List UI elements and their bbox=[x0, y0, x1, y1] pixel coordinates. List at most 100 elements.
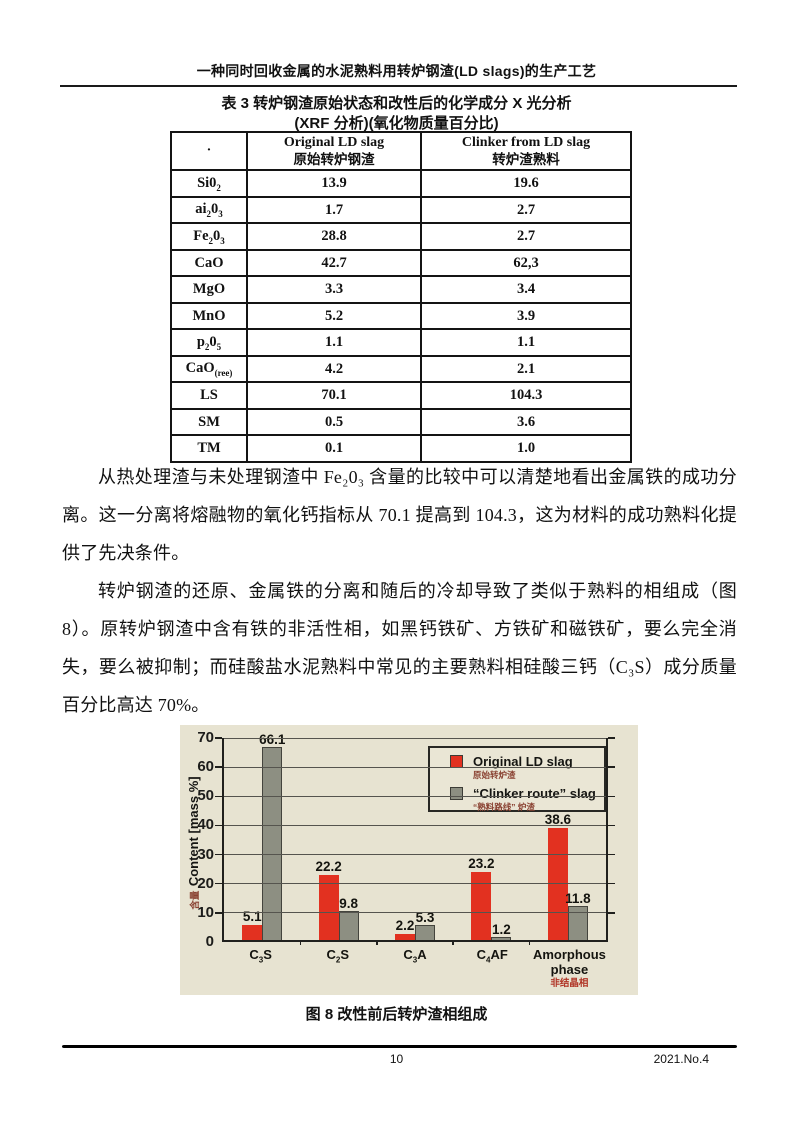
category-label: C2S bbox=[326, 947, 350, 965]
bar-value-label: 5.3 bbox=[415, 909, 435, 925]
cell-value: 2.1 bbox=[420, 354, 632, 384]
page-number: 10 bbox=[389, 1052, 404, 1066]
category-label: C3S bbox=[249, 947, 272, 965]
x-axis-labels: C3S C2S C3A C4AF Amorphous phase 非结晶相 bbox=[222, 947, 608, 990]
bar-original: 5.1 bbox=[242, 909, 263, 940]
figure-caption: 图 8 改性前后转炉渣相组成 bbox=[305, 1006, 488, 1023]
cell-value: 1.0 bbox=[420, 434, 632, 463]
paragraph-2: 转炉钢渣的还原、金属铁的分离和随后的冷却导致了类似于熟料的相组成（图8）。原转炉… bbox=[62, 581, 737, 715]
bar-value-label: 66.1 bbox=[259, 732, 286, 748]
cell-value: 3.4 bbox=[420, 275, 632, 304]
table-row: CaO(ree) 4.2 2.1 bbox=[170, 354, 632, 384]
bar-value-label: 23.2 bbox=[468, 856, 495, 872]
row-label: CaO bbox=[170, 248, 248, 278]
category-label: C3A bbox=[403, 947, 427, 965]
row-label: p205 bbox=[170, 328, 248, 357]
y-tick-right bbox=[608, 882, 615, 885]
cell-value: 70.1 bbox=[246, 381, 422, 410]
bar-clinker: 9.8 bbox=[338, 896, 359, 940]
col-header-clinker-zh: 转炉渣熟料 bbox=[492, 151, 560, 167]
bar-group: 5.1 66.1 bbox=[224, 732, 300, 940]
gridline bbox=[224, 737, 606, 739]
table-header-row: · Original LD slag 原始转炉钢渣 Clinker from L… bbox=[170, 130, 632, 172]
bar-group: 2.2 5.3 bbox=[376, 738, 453, 945]
bar-original: 2.2 bbox=[395, 918, 416, 940]
table-caption-line1: 表 3 转炉钢渣原始状态和改性后的化学成分 X 光分析 bbox=[221, 95, 572, 112]
cell-value: 1.1 bbox=[246, 328, 422, 357]
figure-8-bar-chart: 含量 Content [mass %] 5.1 66.1 22.2 9.8 2.2 5.3… bbox=[180, 725, 638, 995]
row-label: SM bbox=[170, 407, 248, 437]
table-row: ai203 1.7 2.7 bbox=[170, 195, 632, 225]
y-tick-label: 0 bbox=[205, 933, 214, 950]
cell-value: 4.2 bbox=[246, 354, 422, 384]
bar-value-label: 22.2 bbox=[315, 859, 342, 875]
y-tick-right bbox=[608, 766, 615, 768]
bar-value-label: 1.2 bbox=[492, 921, 511, 937]
y-tick-left bbox=[215, 824, 222, 827]
col-header-clinker: Clinker from LD slag 转炉渣熟料 bbox=[420, 130, 632, 172]
bar-value-label: 2.2 bbox=[395, 917, 415, 933]
row-label: MnO bbox=[170, 301, 248, 331]
legend-item: “Clinker route” slag “熟料路线” 炉渣 bbox=[450, 786, 604, 813]
row-label: CaO(ree) bbox=[170, 354, 248, 384]
bar-clinker: 66.1 bbox=[259, 732, 285, 940]
y-tick-label: 20 bbox=[197, 874, 214, 892]
x-tick bbox=[376, 940, 378, 945]
category-label: C4AF bbox=[476, 947, 508, 965]
cell-value: 1.7 bbox=[246, 195, 422, 225]
table-body: Si02 13.9 19.6 ai203 1.7 2.7 Fe203 28.8 2.7 CaO 42… bbox=[170, 169, 632, 463]
bar-clinker: 1.2 bbox=[491, 922, 512, 940]
chart-legend: Original LD slag 原始转炉渣 “Clinker route” sla… bbox=[428, 746, 606, 812]
bar-clinker: 11.8 bbox=[565, 891, 591, 940]
x-tick bbox=[528, 940, 531, 945]
y-tick-label: 70 bbox=[197, 729, 214, 746]
row-label: TM bbox=[170, 434, 248, 463]
cell-value: 0.5 bbox=[246, 407, 422, 437]
row-label: MgO bbox=[170, 275, 248, 304]
table-row: MnO 5.2 3.9 bbox=[170, 301, 632, 331]
cell-value: 5.2 bbox=[246, 301, 422, 331]
y-tick-label: 30 bbox=[197, 845, 214, 863]
legend-entry-row: “Clinker route” slag bbox=[450, 786, 604, 801]
col-header-clinker-en: Clinker from LD slag bbox=[461, 135, 591, 150]
bar-original: 22.2 bbox=[315, 859, 342, 940]
legend-entry-name: Original LD slag bbox=[473, 754, 573, 769]
cell-value: 28.8 bbox=[246, 222, 422, 251]
row-label: ai203 bbox=[170, 195, 248, 225]
bar-value-label: 9.8 bbox=[339, 896, 358, 912]
legend-entry-name-zh: 原始转炉渣 bbox=[473, 770, 516, 780]
legend-item: Original LD slag 原始转炉渣 bbox=[450, 754, 604, 781]
body-paragraphs: 从热处理渣与未处理钢渣中 Fe₂0₃ 含量的比较中可以清楚地看出金属铁的成功分离… bbox=[62, 458, 737, 724]
table-row: MgO 3.3 3.4 bbox=[170, 275, 632, 304]
x-tick bbox=[299, 940, 302, 945]
cell-value: 19.6 bbox=[420, 169, 632, 198]
cell-value: 2.7 bbox=[420, 222, 632, 251]
category-label: Amorphous phase 非结晶相 bbox=[531, 947, 608, 990]
y-tick-left bbox=[215, 882, 222, 885]
gridline bbox=[224, 854, 606, 856]
gridline bbox=[224, 912, 606, 914]
legend-entry-name: “Clinker route” slag bbox=[473, 786, 596, 801]
category-label-zh: 非结晶相 bbox=[550, 977, 589, 989]
col-header-original-en: Original LD slag bbox=[283, 135, 385, 150]
bar-clinker: 5.3 bbox=[415, 910, 436, 940]
bar-group: 22.2 9.8 bbox=[299, 738, 376, 945]
bar-value-label: 38.6 bbox=[544, 811, 571, 827]
table-row: SM 0.5 3.6 bbox=[170, 407, 632, 437]
cell-value: 3.6 bbox=[420, 407, 632, 437]
y-tick-left bbox=[215, 853, 222, 856]
cell-value: 1.1 bbox=[420, 328, 632, 357]
chart-bar-groups: 5.1 66.1 22.2 9.8 2.2 5.3 23.2 1.2 38.6 11.8 bbox=[224, 732, 606, 945]
composition-table: · Original LD slag 原始转炉钢渣 Clinker from L… bbox=[170, 130, 632, 463]
chart-plot-area: 5.1 66.1 22.2 9.8 2.2 5.3 23.2 1.2 38.6 11.8 Orig… bbox=[215, 732, 615, 945]
paragraph-1: 从热处理渣与未处理钢渣中 Fe₂0₃ 含量的比较中可以清楚地看出金属铁的成功分离… bbox=[62, 467, 737, 563]
table-row: Fe203 28.8 2.7 bbox=[170, 222, 632, 251]
gridline bbox=[224, 766, 606, 768]
col-header-original-zh: 原始转炉钢渣 bbox=[293, 151, 375, 167]
y-tick-label: 40 bbox=[197, 816, 214, 834]
y-tick-label: 60 bbox=[197, 758, 214, 776]
y-tick-left bbox=[215, 912, 222, 914]
col-header-original: Original LD slag 原始转炉钢渣 bbox=[246, 130, 422, 172]
bar-value-label: 11.8 bbox=[565, 890, 591, 906]
